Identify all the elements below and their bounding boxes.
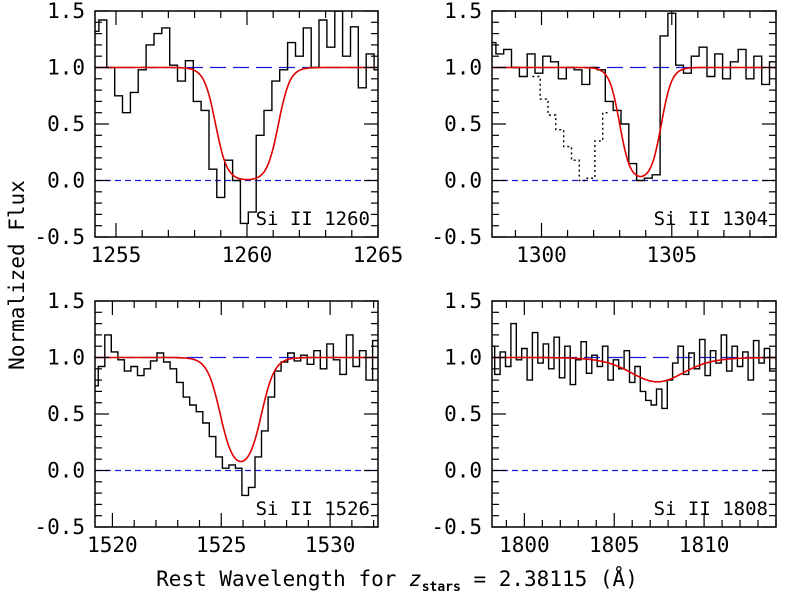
panel-label: Si II 1808 xyxy=(654,498,768,520)
y-tick-label: 0.5 xyxy=(47,402,85,426)
x-axis-title-z: z xyxy=(409,567,422,591)
model-fit-series xyxy=(95,66,378,181)
spectrum-series xyxy=(492,12,776,182)
panel-label: Si II 1260 xyxy=(256,208,370,230)
x-axis-title-subscript: stars xyxy=(422,580,461,595)
y-tick-label: -0.5 xyxy=(431,515,482,539)
x-tick-label: 1800 xyxy=(499,533,550,557)
panel-1: 1255 1260 1265 -0.5 0.0 0.5 1.0 1.5 Si II 1260 xyxy=(34,0,403,267)
spectrum-series xyxy=(492,322,776,410)
y-tick-label: 1.5 xyxy=(47,0,85,23)
x-axis-title: Rest Wavelength for zstars = 2.38115 (Å) xyxy=(156,565,638,595)
panel-3: 1520 1525 1530 -0.5 0.0 0.5 1.0 1.5 Si II 1526 xyxy=(34,289,379,557)
panel-label: Si II 1304 xyxy=(654,208,768,230)
spectrum-series xyxy=(95,11,378,225)
x-tick-label: 1265 xyxy=(353,243,404,267)
y-tick-label: 0.0 xyxy=(444,169,482,193)
y-tick-label: 1.5 xyxy=(444,289,482,313)
model-fit-series xyxy=(95,356,378,463)
y-tick-label: 1.0 xyxy=(444,56,482,80)
model-fit-series xyxy=(492,356,776,383)
y-tick-label: 1.0 xyxy=(444,346,482,370)
panel-label: Si II 1526 xyxy=(256,498,370,520)
panel-2: 1300 1305 -0.5 0.0 0.5 1.0 1.5 Si II 1304 xyxy=(431,0,777,267)
y-tick-label: 1.5 xyxy=(444,0,482,23)
y-tick-label: -0.5 xyxy=(34,225,85,249)
y-tick-label: -0.5 xyxy=(34,515,85,539)
x-tick-label: 1805 xyxy=(589,533,640,557)
y-tick-label: 0.5 xyxy=(444,402,482,426)
plot-area xyxy=(492,322,776,472)
x-tick-label: 1810 xyxy=(679,533,730,557)
plot-frame xyxy=(491,300,777,528)
y-tick-label: 1.5 xyxy=(47,289,85,313)
y-tick-label: 1.0 xyxy=(47,56,85,80)
panel-4: 1800 1805 1810 -0.5 0.0 0.5 1.0 1.5 Si II 1808 xyxy=(431,289,777,557)
y-tick-label: 0.0 xyxy=(47,169,85,193)
x-tick-label: 1530 xyxy=(305,533,356,557)
y-tick-label: 1.0 xyxy=(47,346,85,370)
plot-frame xyxy=(94,10,379,238)
panels: 1255 1260 1265 -0.5 0.0 0.5 1.0 1.5 Si II 1260 13… xyxy=(34,0,777,557)
x-tick-label: 1520 xyxy=(87,533,138,557)
x-tick-label: 1260 xyxy=(222,243,273,267)
x-tick-label: 1255 xyxy=(91,243,142,267)
plot-area xyxy=(95,334,378,497)
y-tick-label: 0.0 xyxy=(444,459,482,483)
plot-area xyxy=(492,12,776,182)
x-axis-title-suffix: = 2.38115 (Å) xyxy=(461,565,638,591)
y-axis-title: Normalized Flux xyxy=(5,180,29,370)
y-tick-label: 0.5 xyxy=(47,112,85,136)
spectrum-series xyxy=(95,334,378,497)
y-tick-label: 0.5 xyxy=(444,112,482,136)
plot-frame xyxy=(491,10,777,238)
y-tick-label: 0.0 xyxy=(47,459,85,483)
plot-frame xyxy=(94,300,379,528)
x-tick-label: 1300 xyxy=(516,243,567,267)
x-axis-title-prefix: Rest Wavelength for xyxy=(156,567,409,591)
model-fit-series xyxy=(492,66,776,178)
x-tick-label: 1305 xyxy=(646,243,697,267)
plot-area xyxy=(95,11,378,225)
x-tick-label: 1525 xyxy=(196,533,247,557)
blend-series xyxy=(532,75,611,182)
y-tick-label: -0.5 xyxy=(431,225,482,249)
